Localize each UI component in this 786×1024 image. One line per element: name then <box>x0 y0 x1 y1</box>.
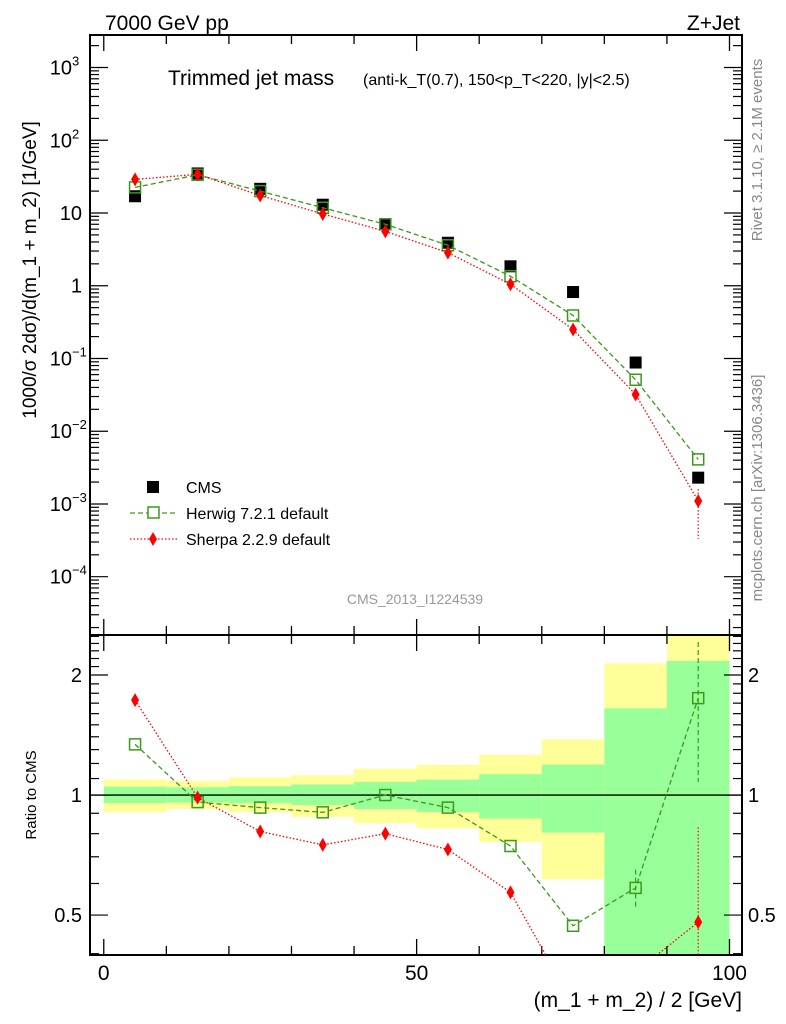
chart-subtitle: (anti-k_T(0.7), 150<p_T<220, |y|<2.5) <box>363 72 630 89</box>
herwig-ratio-point <box>566 919 580 933</box>
herwig-ratio-line <box>134 697 699 927</box>
sherpa-main-point <box>443 245 452 260</box>
herwig-main-point <box>566 309 580 322</box>
sherpa-main-point <box>193 167 202 182</box>
energy-label: 7000 GeV pp <box>105 12 229 35</box>
ratio-axis-label: Ratio to CMS <box>23 750 40 839</box>
sherpa-ratio-point <box>381 826 390 841</box>
sherpa-ratio-point <box>632 965 640 979</box>
ratio-tick-label: 2 <box>71 665 82 687</box>
ratio-tick-label-right: 2 <box>748 665 759 687</box>
y-tick-label: 10 <box>50 421 72 443</box>
herwig-main-point <box>629 373 642 387</box>
sherpa-main-point <box>318 206 327 221</box>
herwig-ratio-point <box>128 738 142 751</box>
ratio-band-inner <box>666 660 730 955</box>
legend: CMS Herwig 7.2.1 default Sherpa 2.2.9 de… <box>130 480 331 549</box>
legend-cms-label: CMS <box>186 480 222 497</box>
analysis-watermark: CMS_2013_I1224539 <box>347 591 483 607</box>
chart-title: Trimmed jet mass <box>168 67 334 90</box>
cms-data-point <box>504 260 517 273</box>
legend-herwig-label: Herwig 7.2.1 default <box>186 506 329 523</box>
x-tick-label: 0 <box>98 962 110 985</box>
herwig-ratio-point <box>379 788 392 802</box>
herwig-main-point <box>691 453 705 466</box>
herwig-ratio-point <box>504 839 517 853</box>
sherpa-main-group <box>131 167 703 539</box>
herwig-ratio-point <box>316 806 330 819</box>
herwig-main-line <box>134 174 699 460</box>
y-tick-label: 10 <box>50 130 72 152</box>
legend-sherpa-label: Sherpa 2.2.9 default <box>186 532 331 549</box>
x-tick-label: 100 <box>712 962 747 985</box>
y-tick-label: 10 <box>50 58 72 80</box>
sherpa-ratio-point <box>131 693 140 708</box>
sherpa-ratio-point <box>694 915 703 930</box>
ratio-tick-label: 0.5 <box>54 905 82 927</box>
x-tick-label: 50 <box>405 962 428 985</box>
herwig-ratio-point <box>253 801 267 814</box>
y-tick-label: 10 <box>50 567 72 589</box>
x-axis-label: (m_1 + m_2) / 2 [GeV] <box>534 989 742 1012</box>
y-tick-exponent: −3 <box>72 490 87 505</box>
sherpa-ratio-line <box>134 699 699 955</box>
ratio-band-inner <box>541 764 605 833</box>
herwig-ratio-point <box>629 881 642 895</box>
y-tick-exponent: 3 <box>72 54 79 69</box>
sherpa-main-point <box>569 322 578 337</box>
y-axis-label: 1000/σ 2dσ)/d(m_1 + m_2) [1/GeV] <box>20 121 41 419</box>
herwig-ratio-point <box>691 691 705 705</box>
y-tick-exponent: −4 <box>72 563 87 578</box>
y-tick-label: 10 <box>50 494 72 516</box>
cms-data-point <box>129 190 142 203</box>
sherpa-main-point <box>381 224 390 239</box>
sherpa-ratio-point <box>506 885 515 900</box>
sherpa-main-line <box>134 173 699 502</box>
y-tick-exponent: −1 <box>72 344 87 359</box>
cms-data-point <box>692 471 705 484</box>
sherpa-main-point <box>694 493 703 508</box>
sherpa-ratio-point <box>443 842 452 857</box>
sherpa-ratio-point <box>193 790 202 805</box>
herwig-main-group <box>128 168 705 466</box>
ratio-tick-label: 1 <box>71 785 82 807</box>
legend-cms-marker <box>147 481 159 493</box>
process-label: Z+Jet <box>687 12 740 35</box>
legend-sherpa-marker <box>149 532 157 546</box>
sherpa-ratio-point <box>318 837 327 852</box>
rivet-label: Rivet 3.1.10, ≥ 2.1M events <box>749 59 766 242</box>
ratio-tick-label-right: 0.5 <box>748 905 776 927</box>
y-tick-exponent: −2 <box>72 417 87 432</box>
herwig-ratio-point <box>441 801 455 814</box>
sherpa-main-point <box>131 172 140 187</box>
ratio-tick-label-right: 1 <box>748 785 759 807</box>
y-tick-label: 10 <box>60 203 82 225</box>
ratio-band-inner <box>604 708 667 955</box>
mcplots-label: mcplots.cern.ch [arXiv:1306.3436] <box>749 375 766 602</box>
cms-data-point <box>567 286 580 299</box>
sherpa-main-point <box>506 277 515 292</box>
y-tick-exponent: 2 <box>72 126 79 141</box>
sherpa-main-point <box>256 188 265 203</box>
y-tick-label: 10 <box>50 348 72 370</box>
ratio-band-inner <box>416 779 480 813</box>
cms-data-point <box>629 356 642 369</box>
legend-herwig-marker <box>147 506 160 519</box>
sherpa-main-point <box>631 387 640 402</box>
y-tick-label: 1 <box>71 276 82 298</box>
ratio-band-inner <box>479 774 542 819</box>
sherpa-ratio-group <box>131 693 703 979</box>
sherpa-ratio-point <box>256 824 265 839</box>
